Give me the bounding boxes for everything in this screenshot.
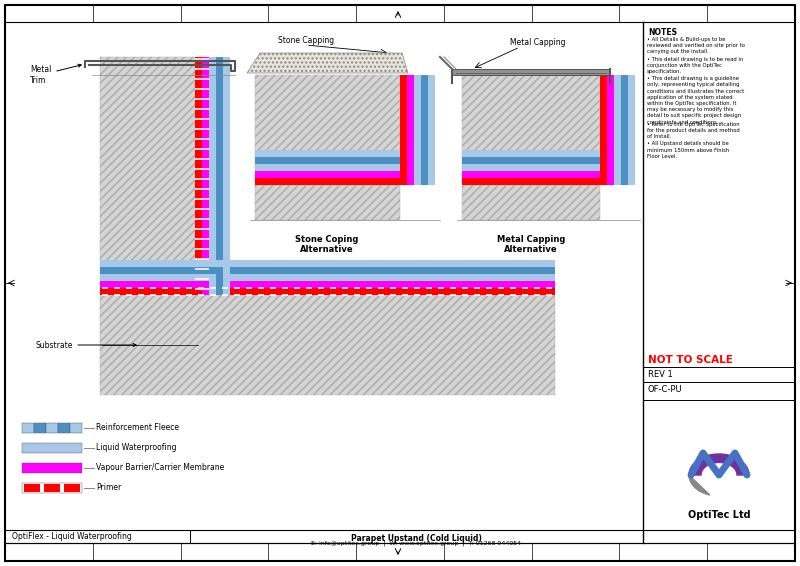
Bar bbox=[195, 260, 230, 295]
Text: Reinforcement Fleece: Reinforcement Fleece bbox=[96, 423, 179, 432]
Text: • All Upstand details should be
minimum 150mm above Finish
Floor Level.: • All Upstand details should be minimum … bbox=[647, 142, 730, 159]
Text: Primer: Primer bbox=[96, 483, 122, 492]
Bar bbox=[100, 288, 555, 295]
Bar bbox=[255, 171, 400, 178]
Bar bbox=[46, 423, 58, 433]
Text: Liquid Waterproofing: Liquid Waterproofing bbox=[96, 444, 177, 452]
Bar bbox=[462, 75, 600, 185]
Bar bbox=[414, 75, 421, 185]
Bar bbox=[100, 295, 555, 395]
Bar bbox=[100, 57, 195, 295]
Bar bbox=[64, 484, 80, 492]
Text: OptiFlex - Liquid Waterproofing: OptiFlex - Liquid Waterproofing bbox=[12, 532, 132, 541]
Bar bbox=[255, 178, 400, 185]
Text: • Refer to the OptiTec Specification
for the product details and method
of Insta: • Refer to the OptiTec Specification for… bbox=[647, 122, 740, 139]
Bar bbox=[195, 267, 223, 295]
Bar bbox=[58, 423, 70, 433]
Bar bbox=[195, 281, 209, 295]
Text: NOT TO SCALE: NOT TO SCALE bbox=[648, 355, 733, 365]
Bar bbox=[22, 423, 34, 433]
Bar bbox=[462, 178, 600, 185]
Bar bbox=[100, 267, 555, 274]
Bar bbox=[400, 75, 407, 185]
Bar bbox=[195, 57, 202, 295]
Bar bbox=[202, 57, 209, 295]
Bar bbox=[462, 171, 600, 178]
Bar bbox=[70, 423, 82, 433]
Bar bbox=[22, 443, 82, 453]
Bar bbox=[195, 288, 202, 295]
Bar bbox=[216, 57, 223, 295]
Bar bbox=[255, 75, 400, 185]
Text: E: info@optitec.group  |  W: www.optitec.group  |  T: 01268 944054: E: info@optitec.group | W: www.optitec.g… bbox=[311, 540, 522, 546]
Text: NOTES: NOTES bbox=[648, 28, 677, 37]
Polygon shape bbox=[689, 454, 749, 475]
Text: Parapet Upstand (Cold Liquid): Parapet Upstand (Cold Liquid) bbox=[351, 534, 482, 543]
Bar bbox=[100, 274, 555, 281]
Text: OF-C-PU: OF-C-PU bbox=[648, 385, 682, 394]
Text: Vapour Barrier/Carrier Membrane: Vapour Barrier/Carrier Membrane bbox=[96, 464, 224, 473]
Bar bbox=[428, 75, 435, 185]
Bar bbox=[195, 274, 216, 295]
Bar bbox=[44, 484, 60, 492]
Bar bbox=[22, 483, 82, 493]
Bar bbox=[223, 57, 230, 295]
Text: Stone Coping
Alternative: Stone Coping Alternative bbox=[295, 235, 358, 254]
Text: • All Details & Build-ups to be
reviewed and verified on site prior to
carrying : • All Details & Build-ups to be reviewed… bbox=[647, 37, 745, 54]
Bar bbox=[255, 185, 400, 220]
Bar bbox=[407, 75, 414, 185]
Bar bbox=[621, 75, 628, 185]
Bar bbox=[462, 150, 600, 157]
Text: • This detail drawing is to be read in
conjunction with the OptiTec
specificatio: • This detail drawing is to be read in c… bbox=[647, 57, 743, 74]
Text: Metal
Trim: Metal Trim bbox=[30, 64, 82, 85]
Bar bbox=[100, 281, 555, 288]
Bar bbox=[255, 150, 400, 157]
Text: REV 1: REV 1 bbox=[648, 370, 673, 379]
Text: Substrate: Substrate bbox=[35, 341, 136, 349]
Bar bbox=[100, 260, 555, 267]
Text: Metal Capping: Metal Capping bbox=[510, 38, 566, 47]
Text: OptiTec Ltd: OptiTec Ltd bbox=[688, 510, 750, 520]
Bar bbox=[600, 75, 607, 185]
Bar bbox=[452, 69, 610, 75]
Bar bbox=[462, 157, 600, 164]
Bar bbox=[255, 164, 400, 171]
Bar bbox=[614, 75, 621, 185]
Bar bbox=[462, 185, 600, 220]
Bar bbox=[255, 157, 400, 164]
Text: • This detail drawing is a guideline
only, representing typical detailing
condit: • This detail drawing is a guideline onl… bbox=[647, 76, 744, 125]
Bar bbox=[34, 423, 46, 433]
Bar bbox=[607, 75, 614, 185]
Bar bbox=[628, 75, 635, 185]
Text: Metal Capping
Alternative: Metal Capping Alternative bbox=[497, 235, 565, 254]
Bar bbox=[421, 75, 428, 185]
Bar bbox=[209, 57, 216, 295]
Text: Stone Capping: Stone Capping bbox=[278, 36, 334, 45]
Bar bbox=[22, 463, 82, 473]
Polygon shape bbox=[247, 53, 408, 73]
Polygon shape bbox=[689, 475, 710, 495]
Bar bbox=[24, 484, 40, 492]
Bar bbox=[462, 164, 600, 171]
